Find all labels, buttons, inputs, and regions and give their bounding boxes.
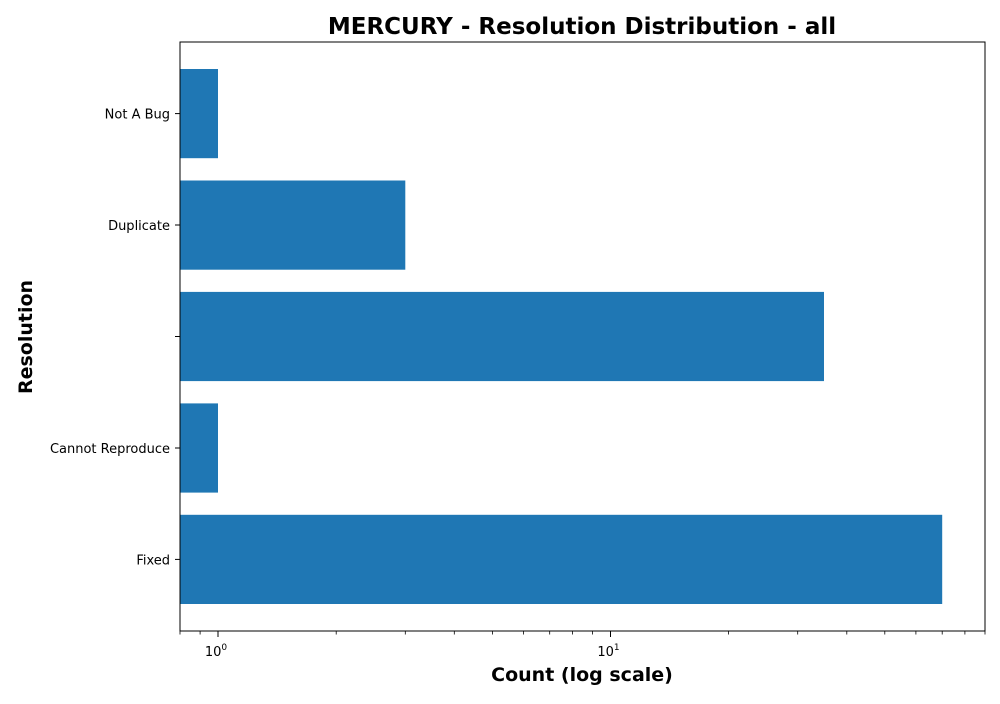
x-axis-label: Count (log scale) xyxy=(491,664,673,686)
bar xyxy=(180,403,218,493)
bar xyxy=(180,69,218,159)
y-tick-label: Cannot Reproduce xyxy=(50,442,170,457)
bar xyxy=(180,180,406,270)
chart-title: MERCURY - Resolution Distribution - all xyxy=(328,14,836,40)
bar xyxy=(180,514,943,604)
y-tick-label: Fixed xyxy=(136,553,170,568)
x-tick-label: 101 xyxy=(597,643,619,660)
y-axis-label: Resolution xyxy=(15,280,37,394)
plot-area: Fixed Cannot Reproduce Duplicate Not A Bug 1… xyxy=(50,69,986,660)
bar xyxy=(180,291,824,382)
y-tick-label: Duplicate xyxy=(108,219,170,234)
y-tick-label: Not A Bug xyxy=(105,108,170,123)
plot-frame xyxy=(179,41,986,632)
x-tick-label: 100 xyxy=(205,643,228,660)
